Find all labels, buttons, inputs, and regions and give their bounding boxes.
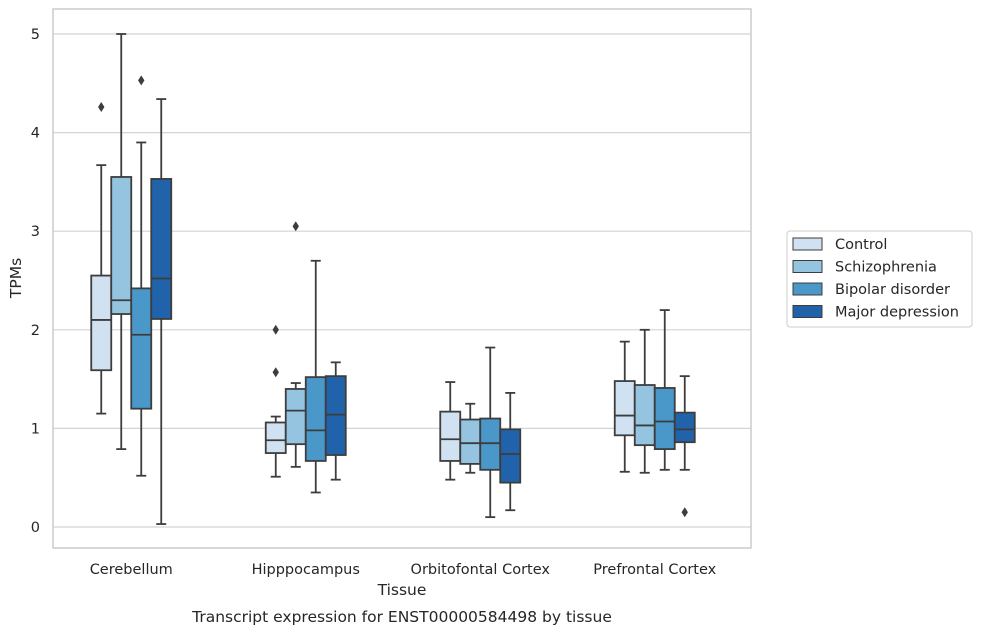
box-body — [673, 411, 696, 444]
box — [324, 361, 347, 481]
box-body — [324, 375, 347, 456]
y-tick-label: 1 — [31, 421, 40, 437]
legend: Control Schizophrenia Bipolar disorder Majo… — [786, 230, 973, 328]
box-body — [150, 178, 173, 320]
legend-label: Schizophrenia — [835, 260, 937, 276]
legend-swatch — [792, 282, 823, 296]
x-tick-labels: Cerebellum Hipppocampus Orbitofontal Corte… — [90, 562, 717, 578]
box — [653, 309, 676, 471]
box-layer — [90, 33, 696, 525]
box — [479, 346, 502, 519]
box — [439, 381, 462, 481]
y-tick-label: 0 — [31, 520, 40, 536]
box-body — [284, 388, 307, 446]
box-body — [499, 428, 522, 484]
box — [284, 221, 307, 468]
box-body — [90, 274, 113, 372]
box — [633, 328, 656, 474]
series-schizophrenia — [110, 33, 656, 474]
x-tick-label: Prefrontal Cortex — [593, 562, 716, 578]
x-tick-label: Cerebellum — [90, 562, 173, 578]
y-axis-title: TPMs — [7, 258, 25, 299]
legend-label: Control — [835, 237, 887, 253]
box-body — [633, 384, 656, 447]
y-tick-labels: 0 1 2 3 4 5 — [31, 27, 40, 536]
legend-label: Major depression — [835, 305, 959, 321]
box — [90, 101, 113, 415]
outlier-point — [138, 75, 145, 86]
box — [613, 340, 636, 473]
legend-label: Bipolar disorder — [835, 282, 950, 298]
y-tick-label: 5 — [31, 27, 40, 43]
x-axis-title: Tissue — [377, 581, 427, 599]
y-tick-label: 3 — [31, 224, 40, 240]
outlier-point — [292, 221, 299, 232]
outlier-point — [272, 324, 279, 335]
legend-frame — [786, 230, 973, 328]
box-body — [264, 421, 287, 454]
legend-swatch — [792, 305, 823, 318]
box — [304, 259, 327, 494]
box-body — [304, 376, 327, 462]
box-body — [130, 287, 153, 410]
box-body — [653, 387, 676, 451]
series-control — [90, 101, 636, 481]
box — [264, 324, 287, 478]
outlier-point — [272, 367, 279, 378]
outlier-point — [681, 507, 688, 518]
y-tick-label: 2 — [31, 323, 40, 339]
box — [150, 98, 173, 525]
x-tick-label: Hipppocampus — [252, 562, 360, 578]
chart-caption: Transcript expression for ENST0000058449… — [191, 608, 612, 626]
outlier-point — [98, 101, 105, 112]
y-tick-label: 4 — [31, 126, 40, 142]
box-body — [439, 410, 462, 462]
series-major-depression — [150, 98, 696, 525]
legend-swatch — [792, 237, 823, 251]
box-body — [479, 417, 502, 471]
plot-frame — [52, 8, 752, 549]
box — [673, 375, 696, 518]
series-bipolar-disorder — [130, 75, 676, 519]
box-body — [613, 380, 636, 437]
box — [499, 392, 522, 512]
box — [459, 402, 482, 474]
legend-swatch — [792, 260, 823, 273]
box — [130, 75, 153, 477]
x-tick-label: Orbitofontal Cortex — [411, 562, 551, 578]
box-body — [459, 418, 482, 465]
box — [110, 33, 133, 451]
box-body — [110, 176, 133, 315]
